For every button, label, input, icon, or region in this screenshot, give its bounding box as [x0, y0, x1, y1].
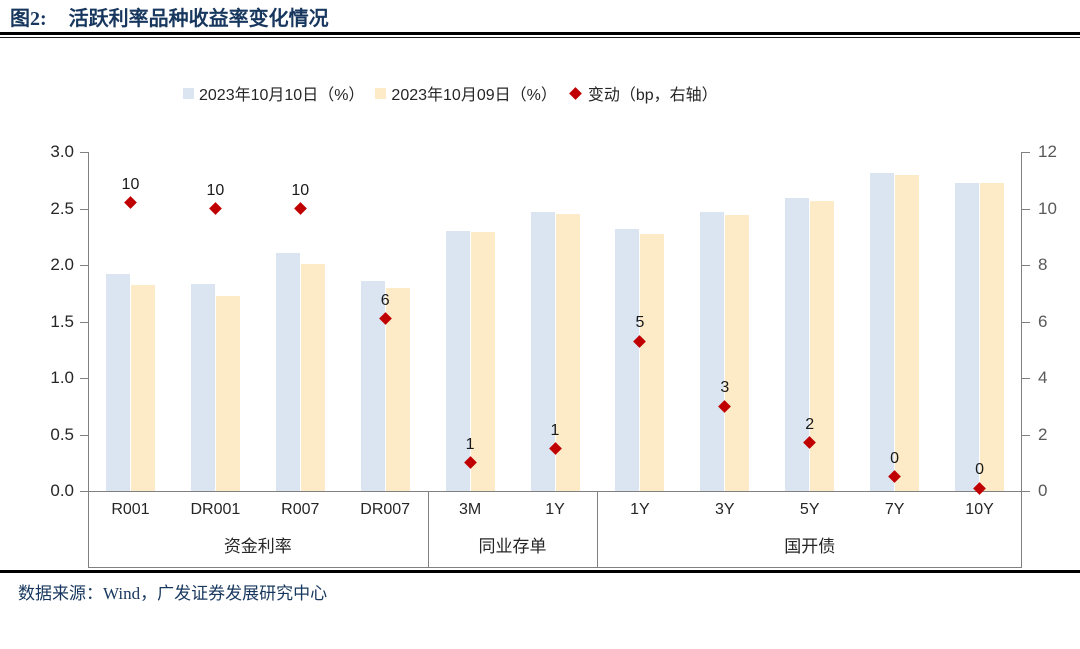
- bar-today-1Y-5: [530, 211, 555, 491]
- bar-prev-1Y-5: [555, 214, 580, 491]
- bar-prev-R007-2: [300, 263, 325, 491]
- bar-prev-10Y-10: [980, 182, 1005, 491]
- right-axis-tickmark: [1022, 434, 1030, 436]
- bar-today-5Y-8: [785, 198, 810, 491]
- legend-label-prev: 2023年10月09日（%）: [391, 87, 557, 104]
- change-value-label: 3: [720, 379, 730, 397]
- change-value-label: 1: [550, 421, 560, 439]
- legend-swatch-today-icon: [183, 87, 194, 99]
- legend-label-today: 2023年10月10日（%）: [199, 87, 365, 104]
- legend-item-prev: 2023年10月09日（%）: [375, 81, 557, 105]
- left-axis-tickmark: [80, 208, 88, 210]
- category-label-3M-4: 3M: [458, 501, 482, 518]
- bar-prev-5Y-8: [810, 200, 835, 491]
- category-table-bottom-line: [88, 567, 1022, 568]
- footer-divider-rule: [0, 570, 1080, 573]
- left-axis-tick-label: 2.0: [50, 255, 74, 274]
- change-value-label: 10: [121, 175, 140, 193]
- change-value-label: 10: [206, 181, 225, 199]
- bar-today-3M-4: [445, 231, 470, 491]
- group-label-1: 同业存单: [478, 537, 547, 556]
- bar-today-1Y-6: [615, 228, 640, 491]
- bar-prev-DR007-3: [385, 287, 410, 491]
- left-axis-tick-label: 1.5: [50, 311, 74, 331]
- left-axis-tick-label: 2.5: [50, 198, 74, 218]
- bar-prev-1Y-6: [640, 234, 665, 491]
- legend-item-today: 2023年10月10日（%）: [183, 81, 364, 105]
- right-axis-tickmark: [1022, 265, 1030, 266]
- legend-swatch-prev-icon: [375, 87, 387, 99]
- left-axis-tickmark: [80, 152, 88, 153]
- right-axis-tick-label: 6: [1038, 311, 1048, 331]
- left-axis-tickmark: [80, 321, 88, 323]
- legend-item-change: 变动（bp，右轴）: [568, 81, 718, 105]
- left-axis-tick-label: 1.0: [50, 368, 74, 387]
- right-axis-tick-label: 10: [1038, 198, 1057, 218]
- left-axis-tickmark: [80, 378, 88, 379]
- bar-prev-3Y-7: [725, 215, 750, 491]
- category-label-1Y-6: 1Y: [630, 501, 650, 518]
- chart-plot-area: 3.0 2.5 2.0 1.5 1.0 0.5 0.0 12 10 8 6 4 2 0 10 10 10 6 1 1 5…: [0, 142, 1080, 572]
- category-label-R007-2: R007: [281, 501, 320, 518]
- category-label-3Y-7: 3Y: [715, 501, 735, 518]
- category-label-DR001-1: DR001: [190, 501, 241, 518]
- x-axis-line: [88, 491, 1022, 492]
- group-label-0: 资金利率: [223, 537, 292, 556]
- bar-today-3Y-7: [700, 211, 725, 491]
- change-value-label: 5: [635, 314, 645, 332]
- left-axis-tick-label: 3.0: [50, 142, 74, 161]
- change-value-label: 0: [975, 461, 984, 479]
- category-label-5Y-8: 5Y: [799, 501, 820, 518]
- category-label-10Y-10: 10Y: [965, 501, 994, 518]
- group-divider-line: [427, 491, 429, 567]
- group-label-2: 国开债: [784, 537, 836, 556]
- right-axis-tick-label: 2: [1038, 424, 1048, 444]
- bar-today-10Y-10: [955, 182, 980, 491]
- left-axis-tickmark: [80, 434, 88, 436]
- right-axis-tickmark: [1022, 321, 1030, 323]
- category-label-1Y-5: 1Y: [545, 501, 565, 518]
- change-value-label: 6: [380, 291, 390, 309]
- bar-today-R007-2: [275, 252, 300, 491]
- right-axis-tick-label: 4: [1038, 368, 1048, 387]
- right-axis-tick-label: 12: [1038, 142, 1057, 161]
- bar-today-DR007-3: [360, 280, 385, 491]
- right-axis-tickmark: [1022, 491, 1030, 492]
- category-label-DR007-3: DR007: [360, 501, 411, 518]
- bar-prev-7Y-9: [895, 174, 920, 491]
- change-value-label: 2: [805, 415, 815, 433]
- change-value-label: 1: [465, 435, 475, 453]
- group-divider-line: [597, 491, 599, 567]
- category-label-R001-0: R001: [111, 501, 150, 518]
- right-axis-tickmark: [1022, 378, 1030, 379]
- bar-prev-DR001-1: [215, 295, 240, 491]
- left-axis-tickmark: [80, 265, 88, 266]
- left-axis-tick-label: 0.0: [50, 481, 74, 500]
- bar-today-7Y-9: [870, 173, 895, 491]
- chart-legend: 2023年10月10日（%） 2023年10月09日（%） 变动（bp，右轴）: [183, 82, 718, 104]
- plot-frame: [88, 152, 1022, 567]
- figure-number-label: 图2:: [10, 8, 47, 30]
- category-label-7Y-9: 7Y: [884, 501, 905, 518]
- bar-today-DR001-1: [190, 284, 215, 491]
- left-axis-tickmark: [80, 491, 88, 492]
- bar-today-R001-0: [105, 274, 130, 491]
- figure-title-text: 活跃利率品种收益率变化情况: [68, 8, 329, 30]
- right-axis-tickmark: [1022, 208, 1030, 210]
- right-axis-tickmark: [1022, 152, 1030, 153]
- data-source-note: 数据来源：Wind，广发证券发展研究中心: [18, 584, 328, 603]
- change-value-label: 0: [890, 449, 900, 467]
- right-axis-tick-label: 0: [1038, 481, 1048, 500]
- figure-title: 图2: 活跃利率品种收益率变化情况: [10, 2, 329, 30]
- left-axis-tick-label: 0.5: [50, 424, 74, 444]
- bar-prev-R001-0: [130, 285, 155, 491]
- title-divider-rule: [0, 32, 1080, 38]
- bar-prev-3M-4: [470, 232, 495, 491]
- legend-diamond-icon: [568, 86, 582, 100]
- change-value-label: 10: [291, 181, 310, 199]
- right-axis-tick-label: 8: [1038, 255, 1048, 274]
- legend-label-change: 变动（bp，右轴）: [587, 87, 718, 104]
